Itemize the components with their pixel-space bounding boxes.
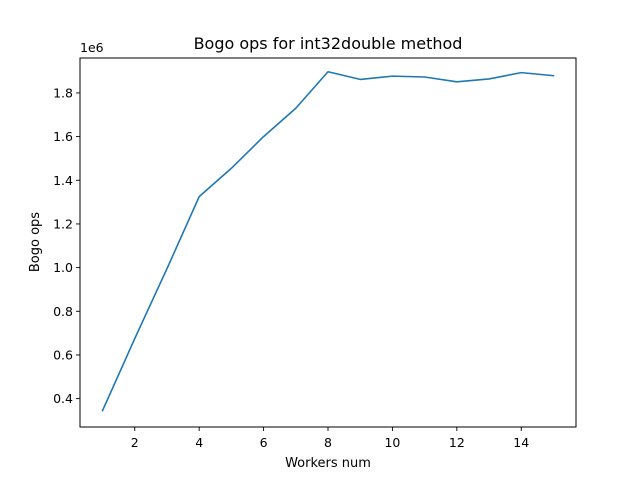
data-point [488, 78, 490, 80]
data-point [230, 167, 232, 169]
data-point [456, 81, 458, 83]
data-point [166, 268, 168, 270]
data-point [198, 196, 200, 198]
x-tick-label: 4 [195, 435, 203, 450]
data-point [520, 72, 522, 74]
x-tick-label: 10 [384, 435, 400, 450]
chart-title: Bogo ops for int32double method [194, 34, 463, 53]
x-tick-label: 8 [324, 435, 332, 450]
y-tick-label: 1.0 [53, 260, 73, 275]
data-point [263, 136, 265, 138]
x-tick-label: 14 [513, 435, 529, 450]
data-point [359, 79, 361, 81]
y-tick-label: 0.8 [53, 304, 73, 319]
data-point [134, 338, 136, 340]
y-axis-label: Bogo ops [28, 212, 43, 272]
data-point [553, 75, 555, 77]
y-tick-label: 1.4 [53, 173, 73, 188]
series-line-0 [101, 70, 555, 412]
plot-marks [101, 70, 555, 412]
data-point [295, 107, 297, 109]
x-axis: 2 4 6 8 10 12 14 [131, 427, 529, 450]
y-tick-label: 0.6 [53, 347, 73, 362]
x-tick-label: 2 [131, 435, 139, 450]
x-axis-label: Workers num [285, 456, 371, 471]
y-tick-label: 1.6 [53, 129, 73, 144]
x-tick-label: 6 [260, 435, 268, 450]
data-point [102, 410, 104, 412]
y-axis-offset-label: 1e6 [80, 40, 104, 55]
y-tick-label: 1.8 [53, 85, 73, 100]
data-point [424, 76, 426, 78]
y-tick-label: 0.4 [53, 391, 73, 406]
x-tick-label: 12 [449, 435, 465, 450]
y-tick-label: 1.2 [53, 216, 73, 231]
data-point [327, 71, 329, 73]
data-point [392, 75, 394, 77]
y-axis: 0.4 0.6 0.8 1.0 1.2 1.4 1.6 1.8 [53, 85, 80, 406]
